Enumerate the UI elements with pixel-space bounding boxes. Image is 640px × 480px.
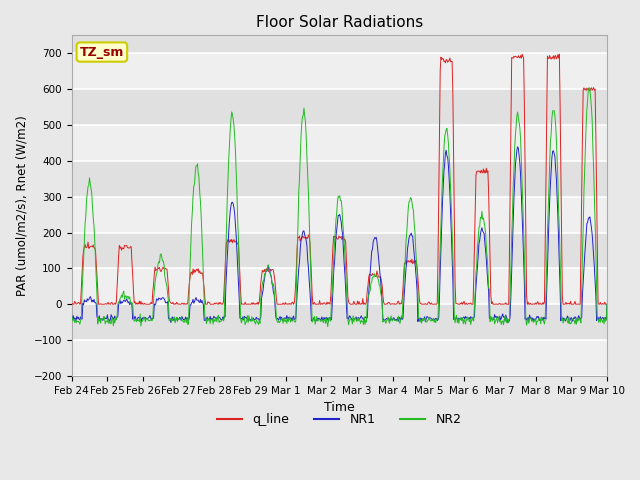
NR1 <box>514 144 522 150</box>
NR1 <box>68 314 76 320</box>
Legend: q_line, NR1, NR2: q_line, NR1, NR2 <box>212 408 467 431</box>
q_line <box>603 301 611 307</box>
Bar <box>72 125 607 161</box>
Line: NR2: NR2 <box>72 87 607 327</box>
NR2 <box>77 316 85 322</box>
Bar <box>72 268 607 304</box>
q_line <box>404 258 412 264</box>
X-axis label: Time: Time <box>324 401 355 414</box>
Bar <box>72 197 607 232</box>
Y-axis label: PAR (umol/m2/s), Rnet (W/m2): PAR (umol/m2/s), Rnet (W/m2) <box>15 115 28 296</box>
NR1 <box>187 302 195 308</box>
NR2 <box>132 319 140 324</box>
Line: q_line: q_line <box>72 54 607 304</box>
NR2 <box>187 243 195 249</box>
q_line <box>556 51 563 57</box>
NR2 <box>215 320 223 325</box>
NR2 <box>420 315 428 321</box>
NR1 <box>404 241 412 247</box>
Text: TZ_sm: TZ_sm <box>80 46 124 59</box>
NR1 <box>504 320 512 326</box>
Title: Floor Solar Radiations: Floor Solar Radiations <box>256 15 423 30</box>
Line: NR1: NR1 <box>72 147 607 323</box>
Bar <box>72 53 607 89</box>
NR1 <box>215 314 223 320</box>
q_line <box>132 300 140 306</box>
NR2 <box>68 319 76 325</box>
NR1 <box>420 316 428 322</box>
q_line <box>215 300 223 305</box>
q_line <box>187 270 195 276</box>
NR2 <box>603 301 611 307</box>
NR2 <box>324 324 332 330</box>
NR1 <box>132 318 140 324</box>
Bar <box>72 340 607 376</box>
q_line <box>68 301 76 307</box>
NR2 <box>405 199 413 205</box>
NR1 <box>603 301 611 307</box>
NR1 <box>77 315 85 321</box>
q_line <box>77 286 85 291</box>
q_line <box>420 301 428 307</box>
NR2 <box>586 84 593 90</box>
